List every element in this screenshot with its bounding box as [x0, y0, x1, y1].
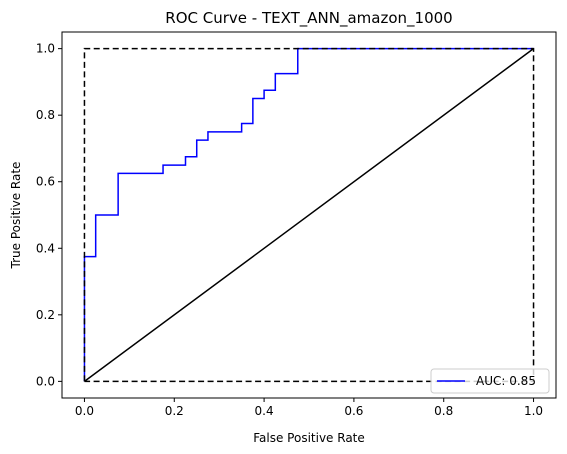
x-tick-label: 0.8	[434, 404, 453, 418]
diagonal-reference-line	[84, 48, 534, 382]
x-axis-ticks: 0.0 0.2 0.4 0.6 0.8 1.0	[75, 398, 543, 418]
x-tick-label: 0.0	[75, 404, 94, 418]
perfect-classifier-box	[83, 47, 535, 383]
x-tick-label: 0.4	[255, 404, 274, 418]
y-tick-label: 1.0	[36, 42, 55, 56]
chart-title: ROC Curve - TEXT_ANN_amazon_1000	[165, 9, 452, 28]
y-tick-label: 0.2	[36, 308, 55, 322]
y-axis-label: True Positive Rate	[9, 162, 23, 270]
y-axis-ticks: 0.0 0.2 0.4 0.6 0.8 1.0	[36, 42, 62, 388]
legend: AUC: 0.85	[430, 368, 550, 394]
x-tick-label: 0.2	[165, 404, 184, 418]
legend-label: AUC: 0.85	[476, 374, 536, 388]
y-tick-label: 0.8	[36, 108, 55, 122]
x-tick-label: 0.6	[344, 404, 363, 418]
axes-frame	[61, 31, 557, 399]
plot-area	[83, 47, 535, 383]
y-tick-label: 0.0	[36, 374, 55, 388]
x-tick-label: 1.0	[524, 404, 543, 418]
legend-box	[430, 368, 550, 394]
y-tick-label: 0.4	[36, 241, 55, 255]
y-tick-label: 0.6	[36, 175, 55, 189]
roc-curve-line	[83, 47, 534, 382]
x-axis-label: False Positive Rate	[253, 431, 365, 445]
